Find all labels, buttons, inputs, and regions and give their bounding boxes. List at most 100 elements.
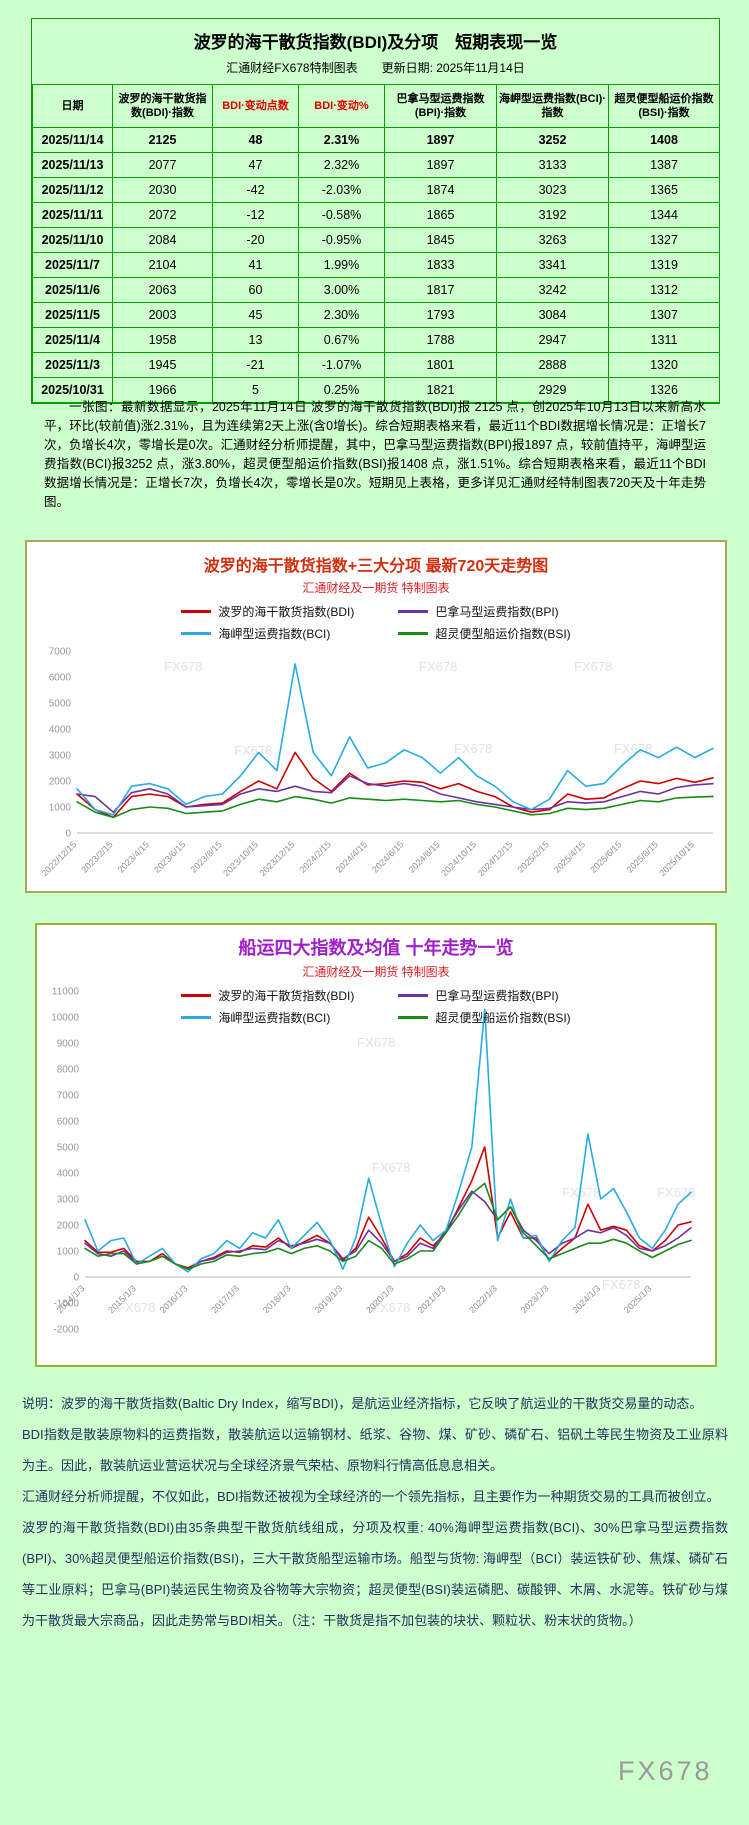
svg-text:FX678: FX678 (574, 659, 612, 674)
legend-line-icon (398, 632, 429, 635)
svg-text:2024/4/15: 2024/4/15 (334, 839, 369, 874)
cell-value: 1319 (608, 252, 720, 278)
cell-value: 1408 (608, 127, 720, 153)
footnote: 说明：波罗的海干散货指数(Baltic Dry Index，缩写BDI)，是航运… (22, 1388, 728, 1636)
svg-text:5000: 5000 (49, 699, 72, 710)
chart-720d-subtitle: 汇通财经及一期货 特制图表 (302, 581, 450, 595)
cell-value: 2125 (112, 127, 213, 153)
cell-value: 1897 (384, 127, 497, 153)
svg-text:6000: 6000 (49, 673, 72, 684)
svg-text:6000: 6000 (57, 1117, 80, 1128)
svg-text:FX678: FX678 (602, 1277, 640, 1292)
cell-value: 1307 (608, 302, 720, 328)
svg-text:0: 0 (73, 1273, 79, 1284)
cell-value: 1833 (384, 252, 497, 278)
svg-text:FX678: FX678 (372, 1160, 410, 1175)
svg-text:2024/12/15: 2024/12/15 (476, 839, 515, 878)
cell-value: 3133 (496, 152, 609, 178)
cell-value: 1312 (608, 277, 720, 303)
cell-value: 1865 (384, 202, 497, 228)
cell-value: 2947 (496, 327, 609, 353)
legend-item: 超灵便型船运价指数(BSI) (398, 625, 571, 642)
cell-value: -0.95% (298, 227, 385, 253)
footnote-line: 说明：波罗的海干散货指数(Baltic Dry Index，缩写BDI)，是航运… (22, 1396, 703, 1411)
table-row: 2025/10/31 1966 5 0.25% 1821 2929 1326 (32, 377, 720, 403)
col-header-bci: 海岬型运费指数(BCI)·指数 (496, 84, 609, 128)
cell-value: 2084 (112, 227, 213, 253)
svg-text:11000: 11000 (52, 987, 80, 998)
cell-value: 1326 (608, 377, 720, 403)
table-row: 2025/11/5 2003 45 2.30% 1793 3084 1307 (32, 302, 720, 328)
svg-text:9000: 9000 (57, 1039, 80, 1050)
cell-value: 0.25% (298, 377, 385, 403)
cell-date: 2025/11/11 (32, 202, 113, 228)
svg-text:3000: 3000 (57, 1195, 80, 1206)
legend-line-icon (398, 610, 429, 613)
col-header-bdi: 波罗的海干散货指数(BDI)·指数 (112, 84, 213, 128)
chart-10y-title: 船运四大指数及均值 十年走势一览 (238, 938, 514, 958)
svg-text:2023/4/15: 2023/4/15 (116, 839, 151, 874)
table-row: 2025/11/14 2125 48 2.31% 1897 3252 1408 (32, 127, 720, 153)
cell-value: -0.58% (298, 202, 385, 228)
footnote-line: 汇通财经分析师提醒，不仅如此，BDI指数还被视为全球经济的一个领先指标，且主要作… (22, 1489, 720, 1504)
legend-line-icon (181, 994, 212, 997)
svg-text:5000: 5000 (57, 1143, 80, 1154)
svg-text:7000: 7000 (57, 1091, 80, 1102)
cell-value: 41 (212, 252, 299, 278)
svg-text:3000: 3000 (49, 751, 72, 762)
cell-value: 1897 (384, 152, 497, 178)
svg-text:10000: 10000 (51, 1013, 79, 1024)
cell-value: 1966 (112, 377, 213, 403)
cell-value: 3023 (496, 177, 609, 203)
cell-value: 1344 (608, 202, 720, 228)
cell-date: 2025/11/7 (32, 252, 113, 278)
svg-text:4000: 4000 (57, 1169, 80, 1180)
cell-value: 2104 (112, 252, 213, 278)
legend-item: 海岬型运费指数(BCI) (181, 1009, 354, 1026)
cell-value: -1.07% (298, 352, 385, 378)
cell-value: 2077 (112, 152, 213, 178)
bdi-short-term-table: 日期 波罗的海干散货指数(BDI)·指数 BDI·变动点数 BDI·变动% 巴拿… (32, 84, 720, 403)
table-row: 2025/11/4 1958 13 0.67% 1788 2947 1311 (32, 327, 720, 353)
svg-text:2022/12/15: 2022/12/15 (39, 839, 78, 878)
chart-10y-legend: 波罗的海干散货指数(BDI) 巴拿马型运费指数(BPI) 海岬型运费指数(BCI) 超… (37, 987, 715, 1026)
cell-value: 1958 (112, 327, 213, 353)
chart-10y-legend-overlay: 波罗的海干散货指数(BDI) 巴拿马型运费指数(BPI) 海岬型运费指数(BCI) 超… (37, 987, 715, 1026)
cell-value: 2.30% (298, 302, 385, 328)
cell-date: 2025/11/10 (32, 227, 113, 253)
cell-value: 13 (212, 327, 299, 353)
svg-text:2024/8/15: 2024/8/15 (406, 839, 441, 874)
legend-label: 波罗的海干散货指数(BDI) (218, 605, 355, 619)
cell-value: -12 (212, 202, 299, 228)
fx678-watermark: FX678 (618, 1756, 713, 1786)
cell-value: 2.31% (298, 127, 385, 153)
cell-value: 1311 (608, 327, 720, 353)
cell-date: 2025/11/6 (32, 277, 113, 303)
cell-value: 1.99% (298, 252, 385, 278)
cell-value: 1327 (608, 227, 720, 253)
legend-item: 巴拿马型运费指数(BPI) (398, 603, 570, 620)
svg-text:FX678: FX678 (419, 659, 457, 674)
svg-text:FX678: FX678 (164, 659, 202, 674)
table-header-row: 日期 波罗的海干散货指数(BDI)·指数 BDI·变动点数 BDI·变动% 巴拿… (32, 84, 720, 128)
legend-label: 超灵便型船运价指数(BSI) (435, 1011, 571, 1025)
line-chart-720d: FX678 FX678 FX678 FX678 FX678 FX678 0 1000 2000 3… (39, 647, 714, 878)
svg-text:4000: 4000 (49, 725, 72, 736)
cell-date: 2025/11/12 (32, 177, 113, 203)
legend-label: 巴拿马型运费指数(BPI) (435, 605, 559, 619)
cell-value: 1788 (384, 327, 497, 353)
svg-text:2024/1/3: 2024/1/3 (570, 1283, 602, 1315)
cell-value: -42 (212, 177, 299, 203)
svg-text:-2000: -2000 (53, 1325, 79, 1336)
cell-value: 2003 (112, 302, 213, 328)
svg-text:1000: 1000 (49, 803, 72, 814)
legend-label: 巴拿马型运费指数(BPI) (435, 989, 559, 1003)
svg-text:FX678: FX678 (234, 743, 272, 758)
svg-text:2023/12/15: 2023/12/15 (258, 839, 297, 878)
cell-value: 1365 (608, 177, 720, 203)
col-header-bpi: 巴拿马型运费指数(BPI)·指数 (384, 84, 497, 128)
legend-label: 海岬型运费指数(BCI) (218, 1011, 331, 1025)
legend-label: 海岬型运费指数(BCI) (218, 627, 331, 641)
cell-value: 1801 (384, 352, 497, 378)
